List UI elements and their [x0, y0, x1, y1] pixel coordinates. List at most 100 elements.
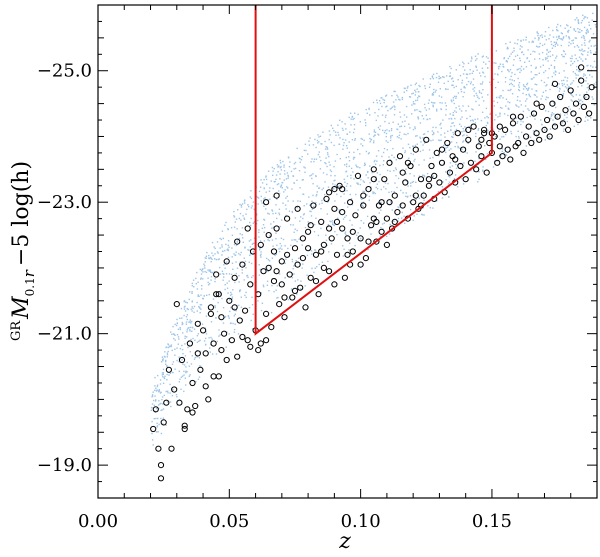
background-point	[585, 32, 587, 34]
background-point	[182, 363, 184, 365]
background-point	[591, 96, 593, 98]
background-point	[577, 22, 580, 25]
background-point	[193, 286, 195, 288]
background-point	[359, 153, 361, 155]
background-point	[499, 106, 502, 109]
galaxy-point	[365, 186, 372, 193]
background-point	[329, 220, 331, 222]
background-point	[586, 54, 589, 56]
background-point	[337, 124, 339, 126]
background-point	[191, 291, 193, 293]
background-point	[500, 95, 502, 97]
background-point	[322, 131, 324, 133]
background-point	[555, 26, 558, 28]
background-point	[311, 267, 313, 270]
background-point	[574, 19, 576, 21]
background-point	[448, 172, 450, 174]
background-point	[291, 211, 294, 214]
background-point	[487, 116, 489, 119]
background-point	[231, 234, 234, 236]
background-point	[497, 74, 499, 76]
background-point	[535, 84, 538, 86]
background-point	[482, 166, 484, 168]
background-point	[511, 72, 513, 74]
background-point	[339, 119, 341, 121]
background-point	[326, 146, 328, 149]
galaxy-point	[312, 278, 320, 285]
axis-ticks: 0.00 0.05 0.10 0.15−25.0−23.0−21.0−19.0	[37, 4, 598, 532]
background-point	[160, 409, 162, 412]
background-point	[525, 94, 527, 96]
background-point	[381, 114, 384, 116]
background-point	[583, 26, 586, 29]
background-point	[279, 242, 281, 245]
background-point	[452, 80, 454, 82]
background-point	[171, 333, 173, 335]
background-point	[286, 172, 289, 174]
background-point	[561, 32, 563, 35]
background-point	[422, 202, 425, 204]
background-point	[392, 147, 394, 150]
background-point	[593, 104, 595, 106]
background-point	[310, 250, 313, 252]
background-point	[366, 215, 369, 218]
background-point	[189, 291, 191, 293]
background-point	[348, 156, 350, 158]
background-point	[473, 90, 475, 92]
background-point	[582, 75, 585, 77]
background-point	[445, 88, 447, 90]
background-point	[469, 115, 471, 118]
galaxy-point	[536, 136, 543, 143]
background-point	[349, 112, 352, 114]
galaxy-point	[417, 176, 425, 183]
background-point	[342, 245, 344, 247]
background-point	[327, 186, 330, 188]
background-point	[481, 67, 484, 69]
background-point	[301, 179, 303, 181]
background-point	[461, 178, 463, 180]
galaxy-point	[457, 162, 464, 170]
background-point	[463, 162, 465, 164]
background-point	[463, 130, 465, 132]
background-point	[357, 148, 359, 151]
background-point	[496, 96, 498, 99]
background-point	[450, 67, 452, 70]
x-axis-label: z	[338, 529, 351, 553]
background-point	[475, 151, 477, 153]
background-point	[409, 201, 411, 203]
galaxy-point	[399, 169, 406, 176]
background-point	[348, 160, 351, 162]
background-point	[232, 268, 234, 270]
background-point	[583, 17, 585, 20]
background-point	[518, 135, 520, 138]
background-point	[261, 302, 264, 304]
background-point	[240, 219, 242, 221]
background-point	[376, 188, 379, 190]
background-point	[334, 179, 336, 181]
background-point	[486, 115, 488, 118]
background-point	[354, 138, 356, 140]
background-point	[459, 118, 462, 120]
background-point	[308, 144, 311, 146]
background-point	[431, 75, 434, 77]
background-point	[432, 175, 434, 177]
background-point	[588, 24, 590, 26]
background-point	[166, 401, 169, 403]
background-point	[365, 194, 368, 196]
galaxy-point	[331, 281, 338, 288]
background-point	[487, 57, 489, 59]
background-point	[328, 161, 330, 163]
background-point	[445, 114, 447, 116]
background-point	[505, 105, 507, 107]
background-point	[485, 107, 488, 110]
background-point	[357, 113, 359, 116]
background-point	[532, 41, 535, 43]
background-point	[235, 244, 238, 247]
background-point	[493, 100, 495, 102]
background-point	[316, 193, 318, 196]
background-point	[154, 395, 156, 397]
background-point	[576, 44, 578, 47]
background-point	[561, 82, 563, 85]
galaxy-point	[294, 261, 301, 268]
